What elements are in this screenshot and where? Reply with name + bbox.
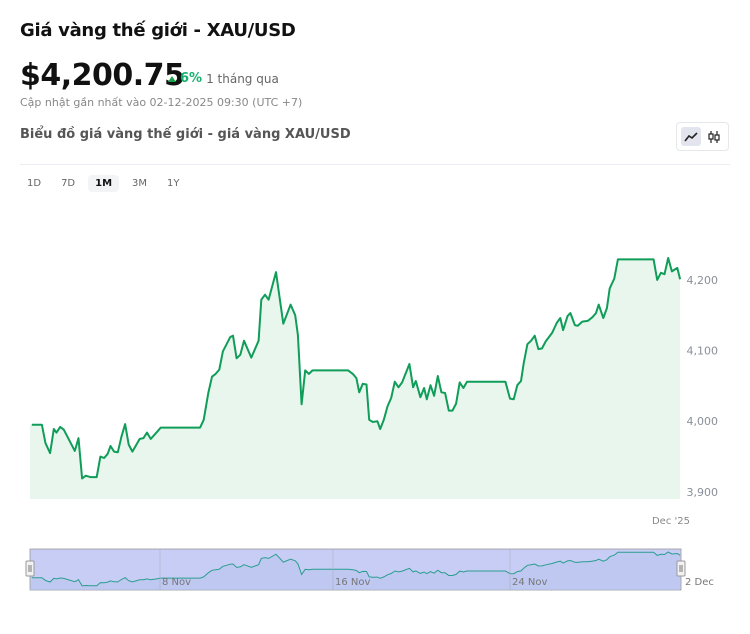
navigator-label: 24 Nov	[512, 577, 548, 588]
range-1d[interactable]: 1D	[27, 178, 42, 189]
range-selector: 1D 7D 1M 3M 1Y	[20, 175, 187, 192]
change-percent: 6%	[180, 71, 203, 86]
divider	[20, 164, 730, 165]
range-7d[interactable]: 7D	[61, 178, 76, 189]
navigator-right-handle[interactable]	[676, 560, 686, 577]
price-area-fill	[30, 258, 681, 499]
line-chart-icon	[684, 131, 698, 141]
navigator-line	[31, 551, 681, 587]
chart-type-toggle	[676, 122, 729, 151]
chart-subtitle: Biểu đồ giá vàng thế giới - giá vàng XAU…	[20, 127, 351, 142]
page-title: Giá vàng thế giới - XAU/USD	[20, 20, 296, 41]
y-tick-label: 3,900	[687, 486, 719, 499]
candlestick-icon	[708, 130, 720, 143]
x-tick-label: Dec '25	[652, 516, 690, 527]
y-tick-label: 4,100	[687, 345, 719, 358]
range-1m[interactable]: 1M	[88, 175, 120, 192]
navigator-label: 16 Nov	[335, 577, 371, 588]
price-line	[31, 257, 682, 480]
navigator-label: 8 Nov	[162, 577, 191, 588]
navigator[interactable]: 8 Nov 16 Nov 24 Nov 2 Dec	[25, 548, 714, 591]
y-tick-label: 4,000	[687, 415, 719, 428]
candlestick-button[interactable]	[704, 127, 724, 146]
up-arrow-icon	[168, 75, 176, 82]
y-tick-label: 4,200	[687, 274, 719, 287]
navigator-label: 2 Dec	[685, 577, 714, 588]
line-chart-button[interactable]	[681, 127, 701, 146]
range-1y[interactable]: 1Y	[167, 178, 180, 189]
navigator-left-handle[interactable]	[25, 560, 35, 577]
change-period: 1 tháng qua	[206, 71, 279, 86]
current-price: $4,200.75	[20, 58, 185, 93]
last-updated: Cập nhật gần nhất vào 02-12-2025 09:30 (…	[20, 96, 303, 109]
range-3m[interactable]: 3M	[132, 178, 148, 189]
navigator-area	[30, 552, 681, 590]
price-change: 6% 1 tháng qua	[168, 71, 279, 86]
